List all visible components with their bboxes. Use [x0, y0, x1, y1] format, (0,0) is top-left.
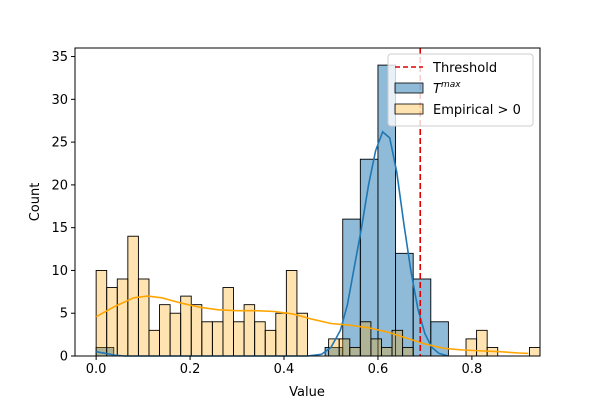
- y-tick-label: 35: [51, 50, 68, 65]
- empirical-bar: [296, 312, 308, 357]
- y-axis-label: Count: [28, 183, 43, 222]
- legend-tmax-base: T: [433, 82, 442, 97]
- x-tick-label: 0.4: [274, 362, 295, 377]
- legend-empirical-label: Empirical > 0: [433, 103, 521, 118]
- legend-frame: [387, 53, 534, 127]
- empirical-bar: [159, 304, 171, 357]
- tmax-bar: [430, 321, 449, 357]
- empirical-bar: [116, 278, 129, 357]
- legend-tmax-label: Tmax: [433, 80, 461, 97]
- y-axis-ticks: 0 5 10 15 20 25 30 35: [51, 50, 75, 365]
- empirical-bar: [211, 321, 224, 357]
- empirical-bar: [476, 329, 488, 357]
- empirical-bar: [275, 312, 287, 357]
- y-tick-label: 10: [51, 264, 68, 279]
- y-tick-label: 20: [51, 178, 68, 193]
- empirical-bar: [222, 287, 234, 357]
- empirical-bar: [370, 338, 382, 357]
- empirical-bar: [106, 287, 118, 357]
- empirical-bar: [264, 329, 277, 357]
- empirical-bar: [148, 329, 160, 357]
- x-axis-label: Value: [289, 385, 325, 400]
- x-tick-label: 0.8: [462, 362, 483, 377]
- empirical-kde-line: [95, 295, 529, 355]
- legend-threshold-label: Threshold: [432, 61, 497, 76]
- empirical-bar: [243, 304, 256, 357]
- x-tick-label: 0.6: [368, 362, 389, 377]
- empirical-bar: [169, 312, 182, 357]
- y-tick-label: 30: [51, 93, 68, 108]
- x-tick-label: 0.0: [86, 362, 107, 377]
- legend-tmax-swatch: [394, 82, 424, 94]
- tmax-bar: [342, 218, 361, 357]
- empirical-bar: [233, 321, 245, 357]
- y-tick-label: 25: [51, 136, 68, 151]
- y-tick-label: 0: [60, 350, 68, 365]
- empirical-bar: [137, 278, 150, 357]
- empirical-bar: [190, 304, 203, 357]
- empirical-bar: [127, 235, 139, 357]
- legend-empirical-swatch: [394, 103, 424, 115]
- legend-tmax-sup: max: [441, 80, 461, 90]
- plot-frame: [74, 47, 541, 357]
- empirical-bar: [349, 346, 361, 357]
- empirical-bar: [254, 321, 266, 357]
- x-tick-label: 0.2: [180, 362, 201, 377]
- empirical-bar: [528, 346, 541, 357]
- empirical-bar: [465, 338, 478, 357]
- empirical-bar: [381, 346, 393, 357]
- legend: Threshold Tmax Empirical > 0: [387, 53, 534, 127]
- empirical-bar: [201, 321, 213, 357]
- empirical-bar: [338, 338, 351, 357]
- empirical-bar: [402, 346, 414, 357]
- x-axis-ticks: 0.0 0.2 0.4 0.6 0.8: [86, 356, 482, 377]
- y-tick-label: 5: [60, 307, 68, 322]
- y-tick-label: 15: [51, 221, 68, 236]
